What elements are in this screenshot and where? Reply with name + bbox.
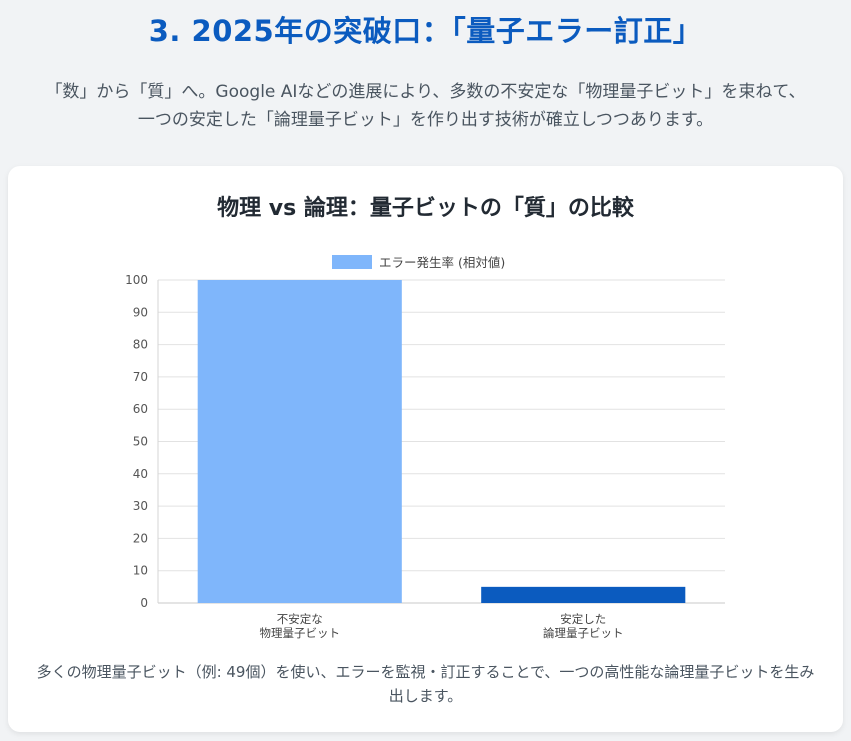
chart-caption: 多くの物理量子ビット（例: 49個）を使い、エラーを監視・訂正することで、一つの… (36, 663, 815, 705)
x-tick-label: 物理量子ビット (260, 626, 341, 640)
section-title: 3. 2025年の突破口：「量子エラー訂正」 (148, 14, 703, 48)
y-tick-label: 70 (133, 370, 148, 384)
y-tick-label: 20 (133, 531, 148, 545)
x-tick-label: 論理量子ビット (543, 626, 624, 640)
bar (197, 280, 402, 603)
y-tick-label: 90 (133, 305, 148, 319)
bar-chart: エラー発生率 (相対値) 0 10 20 30 40 50 60 70 80 90 100 不安定な物理… (125, 255, 725, 640)
bar (481, 586, 686, 603)
y-tick-label: 10 (133, 564, 148, 578)
y-tick-label: 30 (133, 499, 148, 513)
x-tick-label: 不安定な (277, 612, 323, 626)
y-tick-label: 80 (133, 338, 148, 352)
chart-title: 物理 vs 論理：量子ビットの「質」の比較 (217, 196, 634, 221)
y-tick-label: 40 (133, 467, 148, 481)
intro-text: 「数」から「質」へ。Google AIなどの進展により、多数の不安定な「物理量子… (45, 82, 806, 130)
y-tick-label: 50 (133, 435, 148, 449)
y-tick-label: 100 (125, 273, 148, 287)
chart-card: 物理 vs 論理：量子ビットの「質」の比較 エラー発生率 (相対値) 0 10 20 3… (8, 166, 843, 732)
x-tick-label: 安定した (560, 612, 606, 626)
y-tick-label: 0 (140, 596, 148, 610)
y-tick-label: 60 (133, 402, 148, 416)
legend-label: エラー発生率 (相対値) (379, 255, 505, 270)
legend-swatch (332, 255, 372, 269)
